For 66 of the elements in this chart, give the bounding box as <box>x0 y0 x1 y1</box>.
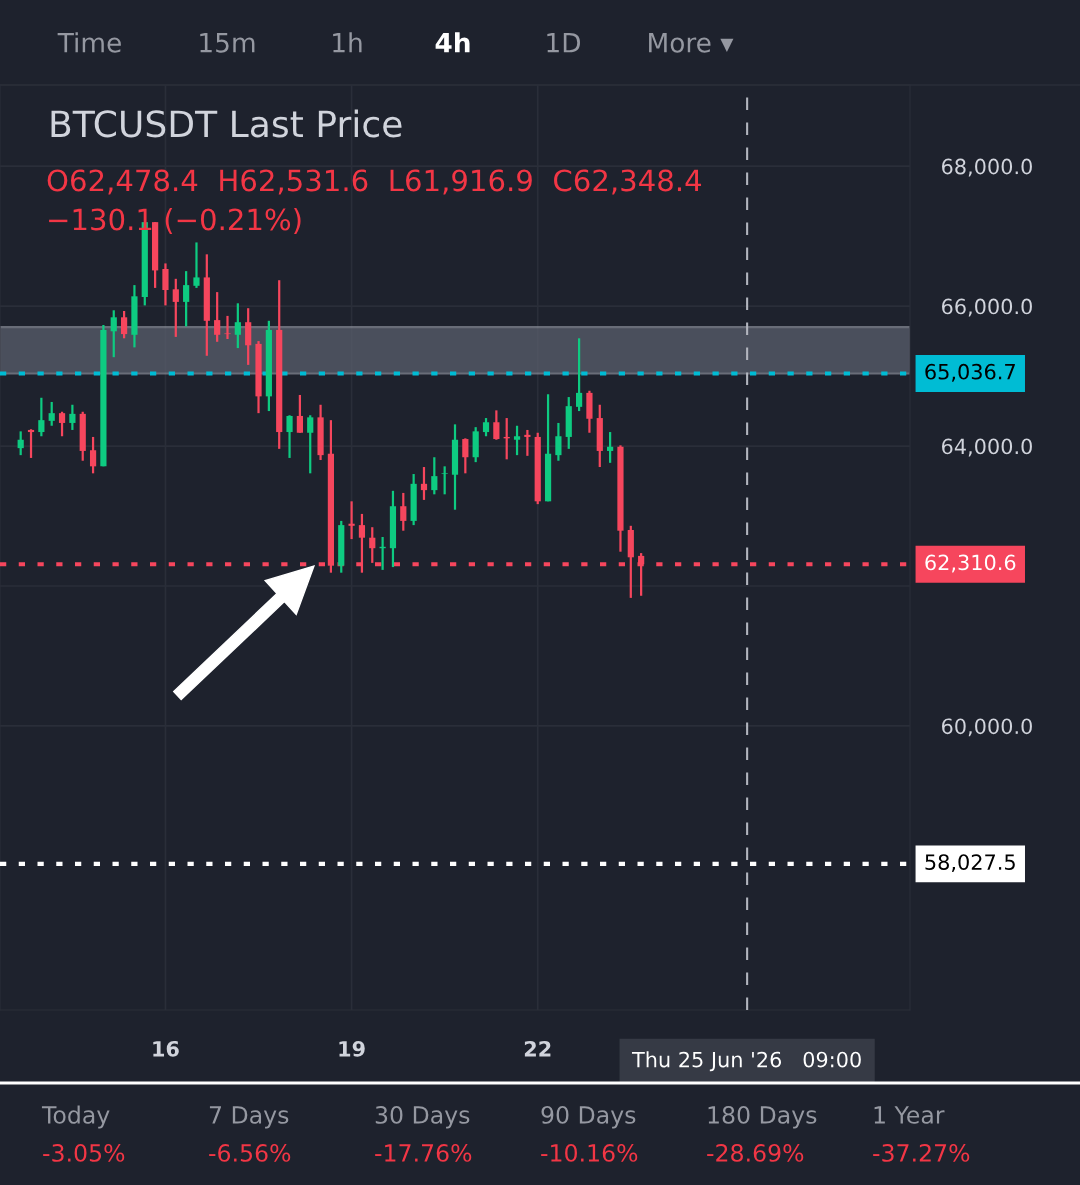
x-tick-label: 19 <box>339 1040 365 1057</box>
text: -10.16% <box>541 1143 638 1162</box>
candlestick <box>58 410 66 438</box>
candlestick <box>120 309 128 340</box>
y-tick-label: 68,000.0 <box>942 158 1032 177</box>
candlestick <box>17 430 24 457</box>
text: 1D <box>547 33 580 53</box>
candlestick <box>307 414 314 475</box>
candlestick <box>183 270 190 328</box>
text: -28.69% <box>707 1143 804 1162</box>
text: 90 Days <box>541 1105 636 1129</box>
x-tick-label: 22 <box>524 1040 551 1057</box>
text: Time <box>57 32 121 53</box>
candlestick <box>575 337 583 413</box>
candlestick <box>524 428 531 457</box>
candlestick <box>245 307 252 366</box>
candlestick <box>69 403 76 432</box>
candlestick <box>555 421 562 462</box>
candlestick <box>513 424 521 457</box>
text: 1h <box>333 32 362 53</box>
annotation: −130.1 (−0.21%) <box>49 207 301 234</box>
candlestick <box>462 437 469 475</box>
candlestick <box>27 428 35 460</box>
candlestick <box>493 409 500 441</box>
candlestick <box>431 456 438 496</box>
text: 30 Days <box>375 1105 470 1129</box>
candlestick <box>348 500 355 541</box>
candlestick <box>400 491 407 532</box>
candlestick <box>214 291 221 343</box>
text: 7 Days <box>209 1106 289 1129</box>
candlestick <box>369 526 376 564</box>
ref-line-label: 62,310.6 <box>925 554 1016 573</box>
annotation: O62,478.4 H62,531.6 L61,916.9 C62,348.4 <box>47 169 702 195</box>
text: -37.27% <box>873 1143 970 1162</box>
candlestick <box>441 465 448 496</box>
text: 15m <box>200 33 255 53</box>
ref-line-label: 58,027.5 <box>925 854 1015 873</box>
text: 180 Days <box>708 1105 817 1129</box>
candlestick <box>89 435 97 475</box>
candlestick <box>224 314 231 341</box>
candlestick <box>607 430 614 464</box>
candlestick <box>193 241 200 290</box>
candlestick <box>110 309 117 359</box>
text: 4h <box>435 32 470 53</box>
ref-line-label: Thu 25 Jun '26 09:00 <box>631 1051 861 1072</box>
ref-line-label: 65,036.7 <box>925 363 1015 382</box>
candlestick <box>234 302 241 350</box>
text: More ▾ <box>649 33 734 53</box>
candlestick <box>420 465 428 502</box>
text: -17.76% <box>375 1143 472 1162</box>
candlestick <box>172 277 179 338</box>
candlestick <box>38 396 45 438</box>
text: BTCUSDT Last Price <box>51 109 402 138</box>
candlestick <box>162 262 169 307</box>
candlestick <box>482 416 490 438</box>
x-tick-label: 16 <box>153 1040 179 1057</box>
y-tick-label: 60,000.0 <box>942 718 1032 737</box>
candlestick <box>48 400 55 427</box>
text: Today <box>41 1105 110 1129</box>
candlestick <box>296 393 303 434</box>
text: -6.56% <box>209 1143 291 1162</box>
y-tick-label: 66,000.0 <box>942 298 1032 317</box>
candlestick <box>286 414 293 460</box>
text: 1 Year <box>874 1106 945 1124</box>
text: -3.05% <box>43 1143 125 1162</box>
y-tick-label: 64,000.0 <box>942 438 1032 457</box>
